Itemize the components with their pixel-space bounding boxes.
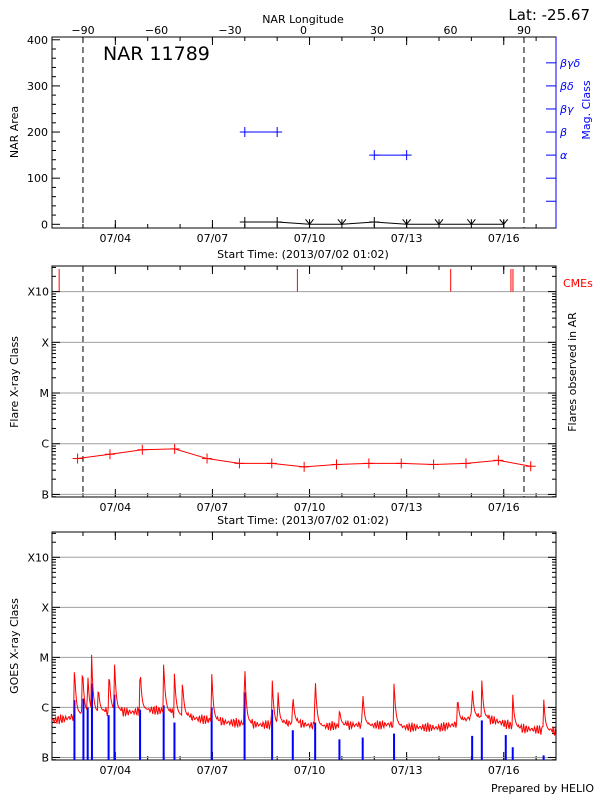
goes-short-bar — [139, 709, 142, 760]
mag-class-tick-label: βγ — [559, 103, 574, 116]
y-tick-label: X10 — [27, 551, 49, 564]
y-tick-label: X — [41, 601, 49, 614]
goes-short-bar — [471, 735, 474, 760]
goes-short-bar — [314, 722, 317, 760]
x-tick-label: 07/07 — [197, 764, 229, 777]
goes-short-bar — [73, 700, 76, 760]
goes-short-bar — [480, 720, 483, 760]
y-tick-label: C — [41, 438, 49, 451]
y-tick-label: M — [40, 387, 50, 400]
goes-axis-label: GOES X-ray Class — [8, 598, 21, 694]
area-upper-limit-marker — [466, 218, 476, 226]
x-tick-label: 07/13 — [391, 501, 423, 514]
y-tick-label: 400 — [27, 34, 48, 47]
goes-short-bar — [82, 698, 85, 760]
longitude-tick-label: 30 — [370, 24, 384, 37]
y-tick-label: C — [41, 701, 49, 714]
credit-label: Prepared by HELIO — [491, 782, 594, 795]
goes-short-bar — [173, 722, 176, 760]
panel1-frame — [51, 36, 557, 229]
y-tick-label: B — [41, 751, 49, 764]
goes-long-line — [51, 654, 557, 736]
goes-short-bar — [113, 694, 116, 760]
panel1-xlabel: Start Time: (2013/07/02 01:02) — [217, 248, 389, 261]
longitude-tick-label: 90 — [517, 24, 531, 37]
panel2-frame — [51, 265, 557, 498]
x-tick-label: 07/04 — [99, 764, 131, 777]
x-tick-label: 07/07 — [197, 501, 229, 514]
goes-short-bar — [271, 709, 274, 760]
longitude-tick-label: −60 — [145, 24, 168, 37]
mag-class-axis-label: Mag. Class — [580, 80, 593, 139]
mag-class-tick-label: β — [559, 126, 567, 139]
goes-short-bar — [243, 692, 246, 760]
goes-short-bar — [504, 735, 507, 760]
longitude-axis-title: NAR Longitude — [262, 13, 344, 26]
goes-short-bar — [90, 683, 93, 760]
x-tick-label: 07/04 — [99, 232, 131, 245]
x-tick-label: 07/04 — [99, 501, 131, 514]
goes-short-bar — [393, 733, 396, 760]
y-tick-label: M — [40, 651, 50, 664]
y-tick-label: 300 — [27, 80, 48, 93]
longitude-tick-label: 0 — [300, 24, 307, 37]
flares-observed-label: Flares observed in AR — [566, 312, 579, 432]
goes-short-bar — [291, 730, 294, 760]
x-tick-label: 07/10 — [294, 232, 326, 245]
latitude-label: Lat: -25.67 — [508, 6, 590, 24]
area-axis-label: NAR Area — [8, 106, 21, 158]
goes-short-bar — [338, 739, 341, 760]
goes-short-bar — [542, 755, 545, 760]
goes-short-bar — [511, 747, 514, 760]
y-tick-label: X — [41, 336, 49, 349]
x-tick-label: 07/13 — [391, 232, 423, 245]
goes-short-bar — [162, 705, 165, 760]
y-tick-label: X10 — [27, 286, 49, 299]
flare-axis-label: Flare X-ray Class — [8, 336, 21, 428]
mag-class-tick-label: βγδ — [559, 57, 581, 70]
x-tick-label: 07/07 — [197, 232, 229, 245]
longitude-tick-label: −30 — [218, 24, 241, 37]
y-tick-label: B — [41, 488, 49, 501]
goes-short-bar — [107, 715, 110, 760]
x-tick-label: 07/16 — [488, 764, 520, 777]
longitude-tick-label: −90 — [71, 24, 94, 37]
goes-short-bar — [210, 707, 213, 760]
panel3-frame — [51, 531, 557, 761]
area-upper-limit-marker — [305, 218, 314, 226]
region-label: NAR 11789 — [103, 43, 210, 65]
area-upper-limit-marker — [402, 218, 412, 226]
area-upper-limit-marker — [434, 218, 444, 226]
area-upper-limit-marker — [499, 218, 509, 226]
y-tick-label: 0 — [41, 218, 48, 231]
x-tick-label: 07/16 — [488, 232, 520, 245]
y-tick-label: 100 — [27, 172, 48, 185]
x-tick-label: 07/13 — [391, 764, 423, 777]
panel2-xlabel: Start Time: (2013/07/02 01:02) — [217, 514, 389, 527]
goes-short-bar — [86, 707, 89, 760]
area-upper-limit-marker — [337, 218, 347, 226]
mag-class-tick-label: βδ — [559, 80, 574, 93]
goes-short-bar — [361, 737, 364, 760]
x-tick-label: 07/16 — [488, 501, 520, 514]
cme-label: CMEs — [563, 277, 593, 290]
x-tick-label: 07/10 — [294, 764, 326, 777]
mag-class-tick-label: α — [560, 149, 568, 162]
longitude-tick-label: 60 — [443, 24, 457, 37]
y-tick-label: 200 — [27, 126, 48, 139]
x-tick-label: 07/10 — [294, 501, 326, 514]
